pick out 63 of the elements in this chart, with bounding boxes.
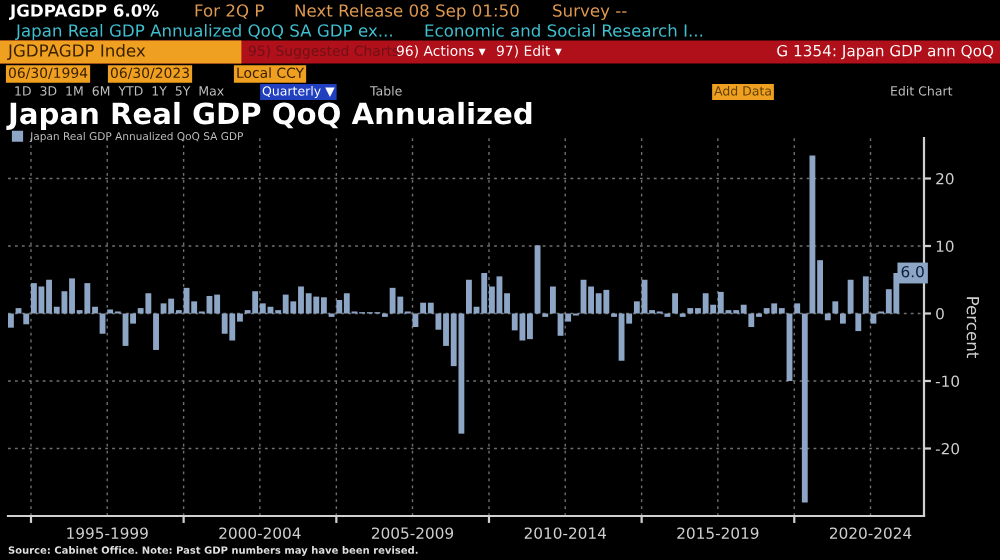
bar [84, 283, 91, 314]
bar [343, 293, 350, 314]
bar [801, 313, 808, 503]
bar [603, 289, 610, 314]
bar [458, 313, 465, 434]
bar [771, 303, 778, 314]
bar [8, 313, 14, 328]
bar [855, 313, 862, 332]
bar [672, 293, 678, 314]
bar [839, 313, 846, 324]
bar [30, 283, 37, 314]
bar [527, 313, 533, 340]
bar [427, 302, 434, 314]
bar [466, 279, 472, 314]
bar [221, 313, 228, 334]
bar [313, 296, 320, 314]
bar [320, 297, 327, 314]
text: Survey -- [553, 4, 627, 21]
bar [168, 298, 175, 314]
bar [702, 293, 709, 314]
bar [481, 273, 488, 314]
bar [862, 276, 869, 314]
bar [153, 313, 159, 350]
bar [160, 303, 167, 314]
bar [824, 313, 831, 321]
bar [229, 313, 236, 341]
bar [740, 304, 747, 314]
bar [832, 301, 839, 314]
bar [550, 286, 556, 314]
bar [389, 287, 396, 314]
bar [23, 313, 30, 325]
bar [595, 293, 602, 314]
bar [214, 294, 221, 314]
bar [15, 308, 22, 314]
text: For 2Q P [195, 4, 264, 19]
text: JGDPAGDP 6.0% [9, 4, 159, 20]
bar [717, 291, 724, 314]
bar [778, 308, 785, 314]
bar [145, 293, 152, 314]
text: JGDPAGDP Index [7, 43, 146, 60]
text: Japan Real GDP Annualized QoQ SA GDP ex... [15, 23, 392, 41]
bar [588, 286, 594, 314]
bar [748, 313, 755, 327]
bar [46, 279, 52, 314]
bar [336, 300, 343, 314]
bar [847, 279, 854, 314]
bar [809, 155, 816, 314]
chart-title: Japan Real GDP QoQ Annualized [6, 101, 532, 131]
bar [519, 313, 526, 341]
bar [282, 294, 289, 314]
bar [252, 291, 259, 314]
bar [794, 303, 801, 314]
text: Economic and Social Research I... [425, 23, 703, 37]
bar [687, 308, 694, 314]
text: Next Release 08 Sep 01:50 [295, 3, 519, 21]
bar [305, 293, 312, 314]
y-axis-title: Percent [966, 297, 979, 358]
bar [397, 296, 404, 314]
bar [420, 302, 427, 314]
bar [267, 306, 274, 314]
bar [763, 308, 770, 314]
bar [69, 278, 75, 314]
bar [298, 286, 304, 314]
